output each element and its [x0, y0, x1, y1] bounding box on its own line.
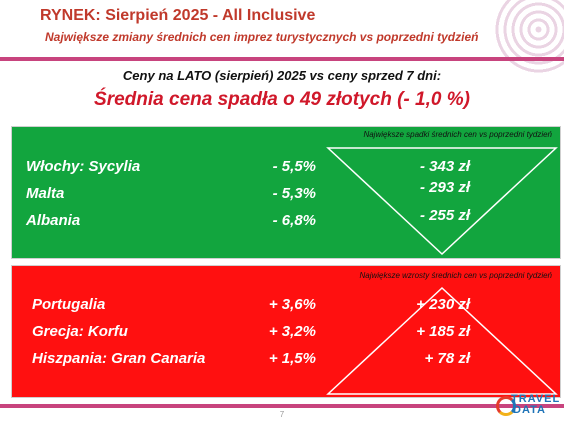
- percent-change: - 5,5%: [272, 158, 316, 175]
- destination-name: Włochy: Sycylia: [26, 158, 141, 175]
- percent-change: + 3,6%: [268, 296, 316, 313]
- list-item: Hiszpania: Gran Canaria + 1,5% + 78 zł: [12, 350, 560, 372]
- decreases-note: Największe spadki średnich cen vs poprze…: [363, 130, 552, 139]
- amount-change: - 343 zł: [419, 158, 470, 175]
- footer-divider: [0, 404, 564, 408]
- list-item: Portugalia + 3,6% + 230 zł: [12, 296, 560, 318]
- percent-change: - 5,3%: [272, 185, 316, 202]
- travel-data-logo: TRAVEL DATA: [496, 392, 560, 420]
- slide-header: RYNEK: Sierpień 2025 - All Inclusive Naj…: [0, 0, 564, 77]
- average-price-change: Średnia cena spadła o 49 złotych (- 1,0 …: [94, 89, 470, 110]
- up-triangle-icon: [326, 286, 558, 395]
- logo-text-line2: DATA: [513, 404, 546, 416]
- percent-change: + 3,2%: [268, 323, 316, 340]
- target-graphic-icon: [491, 0, 564, 77]
- destination-name: Hiszpania: Gran Canaria: [32, 350, 206, 367]
- amount-change: + 230 zł: [416, 296, 470, 313]
- amount-change: + 185 zł: [416, 323, 470, 340]
- decreases-panel: Największe spadki średnich cen vs poprze…: [11, 126, 561, 259]
- list-item: Albania - 6,8% - 255 zł: [12, 207, 560, 234]
- destination-name: Malta: [26, 185, 65, 202]
- amount-change: - 293 zł: [419, 179, 470, 196]
- intro-text: Ceny na LATO (sierpień) 2025 vs ceny spr…: [122, 68, 442, 83]
- destination-name: Grecja: Korfu: [32, 323, 128, 340]
- destination-name: Albania: [26, 212, 81, 229]
- list-item: Grecja: Korfu + 3,2% + 185 zł: [12, 323, 560, 345]
- amount-change: - 255 zł: [419, 207, 470, 224]
- amount-change: + 78 zł: [424, 350, 470, 367]
- header-divider: [0, 57, 564, 61]
- logo-ring-icon: [496, 396, 516, 416]
- list-item: Malta - 5,3% - 293 zł: [12, 179, 560, 207]
- down-triangle-icon: [326, 147, 558, 256]
- logo-text-line1: TRAVEL: [511, 393, 561, 405]
- percent-change: + 1,5%: [268, 350, 316, 367]
- percent-change: - 6,8%: [272, 212, 316, 229]
- list-item: Włochy: Sycylia - 5,5% - 343 zł: [12, 158, 560, 180]
- destination-name: Portugalia: [32, 296, 106, 313]
- increases-note: Największe wzrosty średnich cen vs poprz…: [359, 271, 552, 280]
- increases-panel: Największe wzrosty średnich cen vs poprz…: [11, 265, 561, 398]
- page-number: 7: [279, 410, 285, 419]
- slide-title: RYNEK: Sierpień 2025 - All Inclusive: [40, 7, 316, 24]
- slide-subtitle: Największe zmiany średnich cen imprez tu…: [45, 30, 479, 44]
